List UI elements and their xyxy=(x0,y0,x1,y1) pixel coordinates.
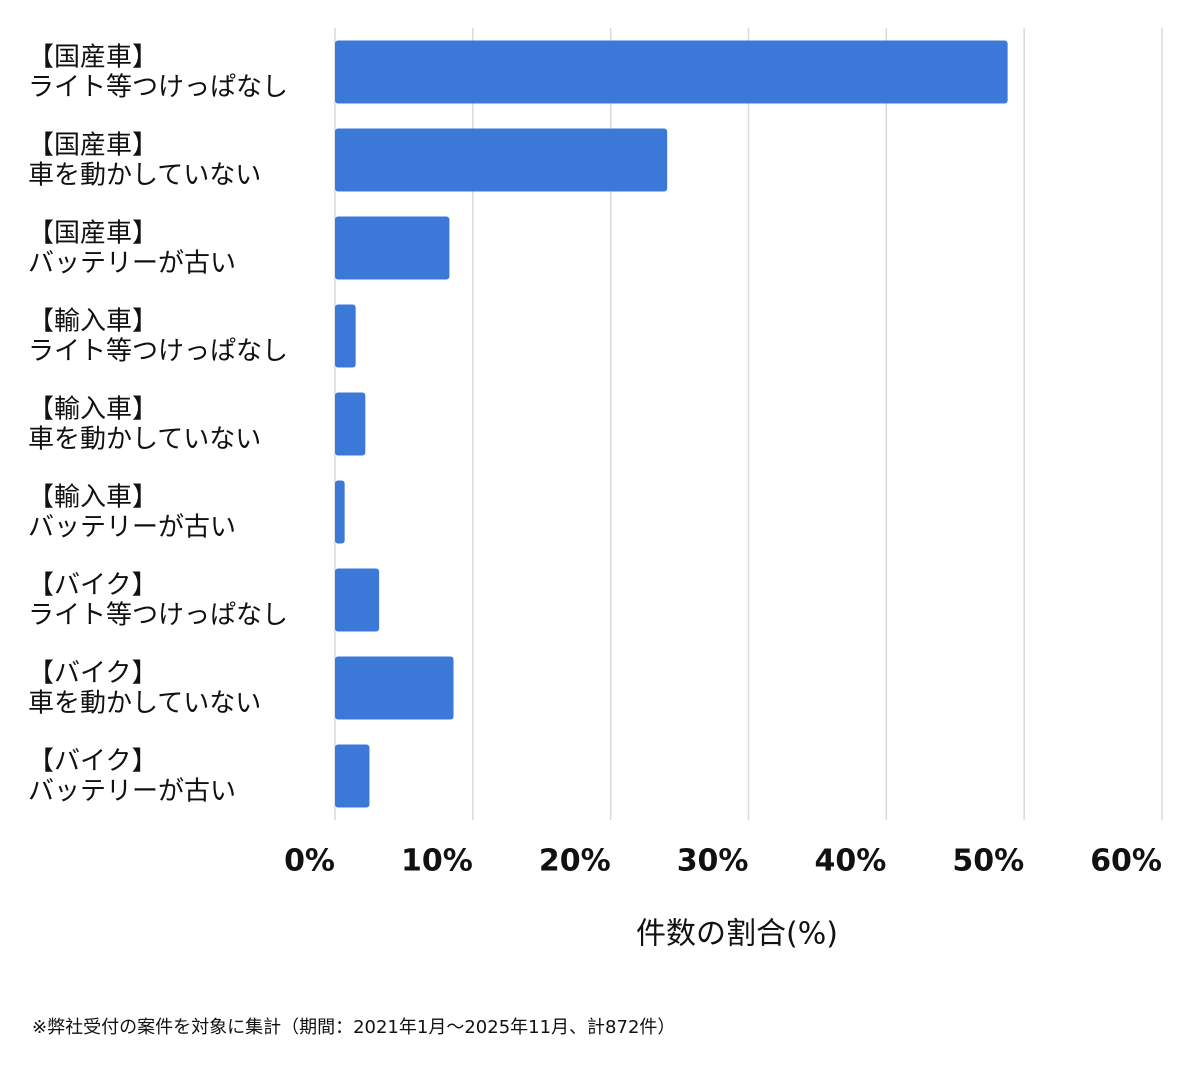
y-tick-label: 【国産車】 xyxy=(28,219,158,249)
x-tick-label: 60% xyxy=(1090,844,1162,879)
footnote: ※弊社受付の案件を対象に集計（期間：2021年1月〜2025年11月、計872件… xyxy=(32,1017,675,1038)
x-tick-label: 10% xyxy=(401,844,473,879)
bar xyxy=(335,744,370,808)
bar xyxy=(335,40,1008,104)
bar xyxy=(335,128,668,192)
y-tick-label: 【国産車】 xyxy=(28,43,158,73)
y-tick-label: 【バイク】 xyxy=(28,659,157,689)
x-tick-label: 50% xyxy=(952,844,1024,879)
x-axis-title: 件数の割合(%) xyxy=(636,917,838,952)
y-tick-label: 車を動かしていない xyxy=(28,161,261,191)
y-tick-label: 車を動かしていない xyxy=(28,689,261,719)
y-tick-label: ライト等つけっぱなし xyxy=(28,73,288,103)
bar xyxy=(335,216,450,280)
x-tick-label: 40% xyxy=(815,844,887,879)
y-tick-label: 車を動かしていない xyxy=(28,425,261,455)
bar xyxy=(335,304,356,368)
bar xyxy=(335,568,380,632)
x-tick-label: 0% xyxy=(284,844,335,879)
bar xyxy=(335,480,345,544)
y-tick-label: 【バイク】 xyxy=(28,747,157,777)
x-tick-label: 20% xyxy=(539,844,611,879)
y-tick-label: 【バイク】 xyxy=(28,571,157,601)
bar xyxy=(335,656,454,720)
y-tick-label: バッテリーが古い xyxy=(28,249,236,279)
bar xyxy=(335,392,366,456)
y-tick-label: 【国産車】 xyxy=(28,131,158,161)
y-tick-label: 【輸入車】 xyxy=(28,483,158,513)
y-tick-label: バッテリーが古い xyxy=(28,513,236,543)
y-tick-label: 【輸入車】 xyxy=(28,307,158,337)
y-tick-label: ライト等つけっぱなし xyxy=(28,337,288,367)
y-tick-label: 【輸入車】 xyxy=(28,395,158,425)
y-tick-label: ライト等つけっぱなし xyxy=(28,601,288,631)
y-tick-label: バッテリーが古い xyxy=(28,777,236,807)
x-tick-label: 30% xyxy=(677,844,749,879)
